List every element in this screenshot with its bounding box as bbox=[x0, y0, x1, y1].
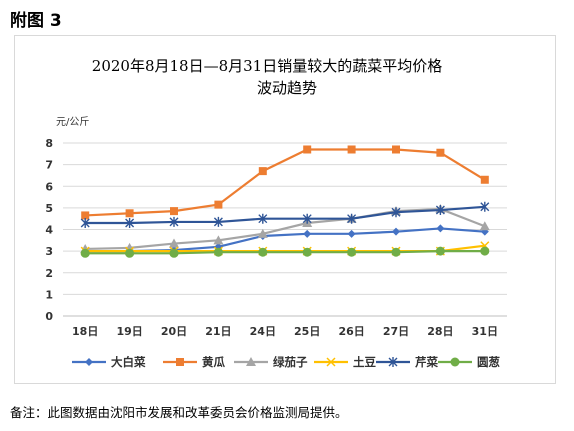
y-tick-label: 0 bbox=[45, 310, 53, 323]
data-point bbox=[85, 358, 93, 366]
series-6 bbox=[80, 246, 490, 258]
data-point bbox=[125, 209, 134, 218]
data-point bbox=[388, 357, 398, 367]
data-point bbox=[213, 235, 224, 245]
data-point bbox=[258, 213, 268, 224]
data-point bbox=[169, 238, 179, 248]
data-point bbox=[391, 207, 401, 218]
data-point bbox=[302, 213, 312, 224]
y-tick-label: 5 bbox=[45, 202, 53, 215]
x-tick-label: 20日 bbox=[161, 325, 187, 338]
legend-item: 绿茄子 bbox=[234, 355, 308, 369]
x-tick-label: 31日 bbox=[472, 325, 498, 338]
data-point bbox=[347, 145, 356, 154]
x-tick-label: 25日 bbox=[294, 325, 320, 338]
data-point bbox=[125, 248, 135, 258]
series-line bbox=[85, 205, 485, 225]
y-axis-unit: 元/公斤 bbox=[56, 117, 90, 128]
legend-label: 大白菜 bbox=[111, 355, 146, 369]
x-tick-label: 28日 bbox=[427, 325, 453, 338]
data-point bbox=[80, 218, 90, 229]
data-point bbox=[436, 148, 445, 157]
x-tick-label: 19日 bbox=[116, 325, 142, 338]
data-point bbox=[213, 247, 223, 257]
y-tick-label: 2 bbox=[45, 267, 53, 280]
data-point bbox=[303, 145, 312, 154]
data-point bbox=[169, 216, 179, 227]
y-tick-label: 8 bbox=[45, 137, 53, 150]
data-point bbox=[435, 246, 445, 256]
legend-item: 黄瓜 bbox=[163, 355, 225, 369]
data-point bbox=[258, 247, 268, 257]
data-point bbox=[392, 227, 400, 236]
data-point bbox=[347, 247, 357, 257]
data-point bbox=[480, 175, 489, 184]
legend-label: 圆葱 bbox=[477, 355, 500, 369]
data-point bbox=[303, 229, 312, 238]
data-point bbox=[81, 211, 90, 220]
y-tick-label: 6 bbox=[45, 180, 53, 193]
data-point bbox=[450, 357, 460, 367]
x-tick-label: 26日 bbox=[338, 325, 364, 338]
chart-frame bbox=[14, 35, 556, 384]
footnote: 备注：此图数据由沈阳市发展和改革委员会价格监测局提供。 bbox=[10, 405, 348, 420]
data-point bbox=[80, 248, 90, 258]
chart-title-line2: 波动趋势 bbox=[256, 79, 317, 97]
series-2 bbox=[81, 145, 489, 220]
legend-label: 黄瓜 bbox=[202, 355, 225, 369]
data-point bbox=[125, 218, 135, 229]
data-point bbox=[326, 357, 336, 367]
data-point bbox=[480, 201, 490, 212]
data-point bbox=[480, 246, 490, 256]
x-tick-label: 24日 bbox=[250, 325, 276, 338]
data-point bbox=[392, 145, 400, 154]
legend-label: 芹菜 bbox=[415, 355, 438, 369]
data-point bbox=[347, 213, 357, 224]
data-point bbox=[246, 357, 256, 366]
series-line bbox=[85, 227, 485, 253]
legend-label: 绿茄子 bbox=[273, 355, 308, 369]
x-tick-label: 18日 bbox=[72, 325, 98, 338]
legend-item: 圆葱 bbox=[438, 355, 500, 369]
series-line bbox=[85, 148, 486, 217]
data-point bbox=[435, 205, 445, 216]
data-point bbox=[302, 247, 312, 257]
x-tick-label: 21日 bbox=[205, 325, 231, 338]
data-point bbox=[391, 247, 401, 257]
legend-item: 大白菜 bbox=[72, 355, 146, 369]
data-point bbox=[176, 358, 184, 366]
data-point bbox=[214, 200, 223, 209]
data-point bbox=[347, 229, 356, 238]
legend-item: 芹菜 bbox=[376, 355, 438, 369]
y-tick-label: 4 bbox=[45, 224, 53, 237]
series-line bbox=[85, 250, 485, 255]
data-point bbox=[436, 224, 445, 233]
data-point bbox=[479, 221, 490, 231]
data-point bbox=[170, 207, 178, 216]
y-tick-label: 7 bbox=[45, 159, 53, 172]
figure-label: 附图 3 bbox=[10, 11, 62, 31]
chart-title-line1: 2020年8月18日—8月31日销量较大的蔬菜平均价格 bbox=[91, 57, 443, 75]
data-point bbox=[213, 216, 223, 227]
y-tick-label: 1 bbox=[45, 288, 53, 301]
legend-item: 土豆 bbox=[314, 355, 376, 369]
data-point bbox=[258, 167, 267, 176]
data-point bbox=[257, 228, 268, 238]
y-tick-label: 3 bbox=[45, 245, 53, 258]
legend-label: 土豆 bbox=[353, 355, 376, 369]
x-tick-label: 27日 bbox=[383, 325, 409, 338]
data-point bbox=[169, 248, 179, 258]
series-5 bbox=[80, 201, 490, 229]
